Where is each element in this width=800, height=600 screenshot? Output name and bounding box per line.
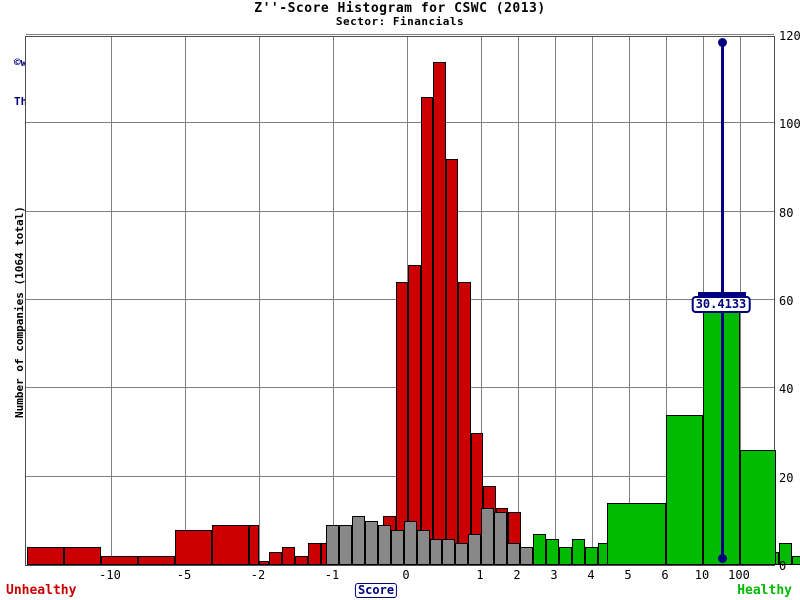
histogram-bar	[417, 529, 430, 565]
histogram-bar	[533, 534, 546, 565]
healthy-zone-label: Healthy	[737, 583, 792, 598]
histogram-bar	[378, 525, 391, 565]
y-tick-label: 80	[779, 205, 794, 220]
histogram-bar	[175, 529, 212, 565]
y-tick-label: 40	[779, 382, 794, 397]
histogram-bar	[446, 158, 458, 565]
histogram-bar	[365, 520, 378, 565]
histogram-bar	[520, 547, 533, 565]
histogram-bar	[430, 538, 442, 565]
histogram-bar	[308, 542, 321, 565]
y-tick-label: 100	[779, 117, 800, 132]
x-tick-label: -2	[250, 568, 266, 582]
gridline-vertical	[111, 37, 112, 565]
x-tick-label: 10	[694, 568, 710, 582]
x-tick-label: 4	[587, 568, 595, 582]
x-tick-label: 0	[402, 568, 410, 582]
histogram-bar	[391, 529, 404, 565]
y-tick-label: 120	[779, 29, 800, 43]
histogram-bar	[455, 542, 468, 565]
histogram-bar	[352, 516, 365, 565]
y-tick-label: 0	[779, 559, 787, 573]
gridline-vertical	[185, 37, 186, 565]
histogram-bar	[740, 450, 776, 565]
gridline-horizontal	[26, 34, 774, 35]
histogram-bar	[559, 547, 572, 565]
x-tick-label: -5	[176, 568, 192, 582]
histogram-bar	[259, 560, 269, 565]
histogram-bar	[295, 556, 308, 565]
marker-dot-bottom	[718, 554, 727, 563]
histogram-bar	[607, 503, 666, 565]
histogram-bar	[212, 525, 249, 565]
histogram-bar	[433, 61, 446, 565]
gridline-vertical	[666, 37, 667, 565]
histogram-bar	[326, 525, 339, 565]
histogram-bar	[442, 538, 455, 565]
histogram-bar	[572, 538, 585, 565]
marker-dot-top	[718, 37, 727, 47]
gridline-horizontal	[26, 210, 774, 212]
histogram-bar	[282, 547, 295, 565]
x-tick-label: 2	[513, 568, 521, 582]
gridline-vertical	[629, 37, 630, 565]
x-tick-label: -1	[324, 568, 340, 582]
histogram-bar	[421, 96, 433, 565]
x-tick-label: 5	[624, 568, 632, 582]
histogram-bar	[494, 512, 507, 565]
x-tick-label: 3	[550, 568, 558, 582]
x-tick-label: -10	[99, 568, 121, 582]
y-tick-label: 60	[779, 294, 794, 308]
histogram-bar	[779, 542, 792, 565]
histogram-bar	[64, 547, 101, 565]
gridline-horizontal	[26, 122, 774, 124]
histogram-bar	[101, 556, 138, 565]
histogram-bar	[481, 507, 494, 565]
marker-cap-upper	[698, 292, 746, 296]
x-axis-title: Score	[354, 583, 398, 598]
y-tick-label: 20	[779, 470, 794, 485]
histogram-bar	[546, 538, 559, 565]
x-tick-label: 1	[476, 568, 484, 582]
histogram-bar	[468, 534, 481, 565]
histogram-bar	[666, 414, 703, 565]
histogram-bar	[792, 556, 800, 565]
histogram-bar	[404, 520, 417, 565]
histogram-bar	[249, 525, 259, 565]
gridline-vertical	[592, 37, 593, 565]
plot-area	[25, 34, 800, 566]
histogram-bar	[138, 556, 175, 565]
x-tick-label: 100	[728, 568, 750, 582]
gridline-vertical	[333, 37, 334, 565]
gridline-vertical	[481, 37, 482, 565]
page-title: Z''-Score Histogram for CSWC (2013)	[254, 1, 546, 16]
histogram-bar	[585, 547, 598, 565]
histogram-bar	[507, 542, 520, 565]
gridline-vertical	[259, 37, 260, 565]
marker-value-label: 30.4133	[691, 295, 751, 313]
histogram-bar	[269, 551, 282, 565]
x-tick-label: 6	[661, 568, 669, 582]
gridline-vertical	[555, 37, 556, 565]
gridline-vertical	[518, 37, 519, 565]
histogram-bar	[27, 547, 64, 565]
chart-subtitle: Sector: Financials	[335, 15, 465, 28]
histogram-bar	[458, 282, 471, 565]
unhealthy-zone-label: Unhealthy	[6, 583, 77, 598]
histogram-bar	[339, 525, 352, 565]
